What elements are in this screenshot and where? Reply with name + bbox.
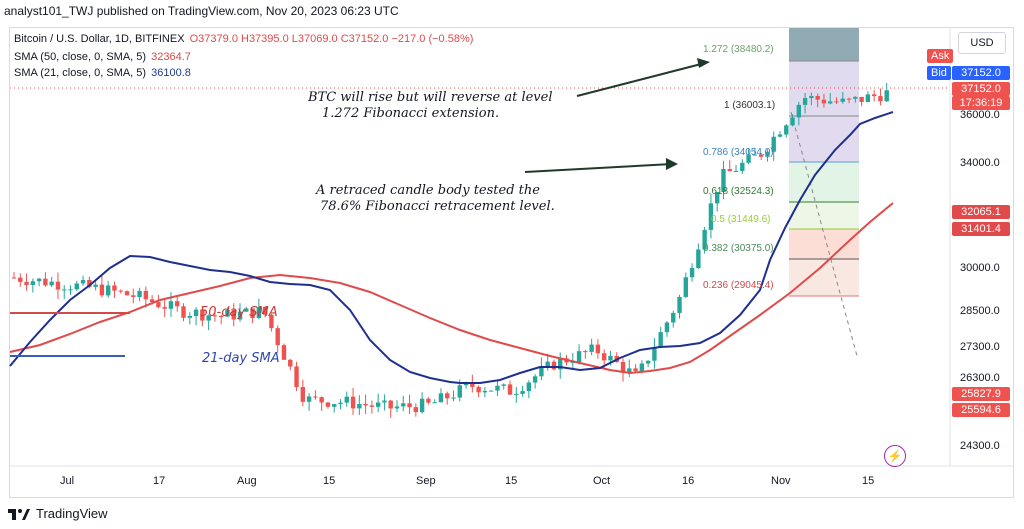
- x-tick: Aug: [237, 475, 257, 487]
- annotation-extension: BTC will rise but will reverse at level …: [308, 90, 553, 121]
- bid-price-tag: 37152.0: [952, 66, 1010, 80]
- x-tick: 16: [682, 475, 695, 487]
- x-tick: 17: [153, 475, 166, 487]
- fib-label-5: 0.5 (31449.6): [711, 214, 771, 225]
- fib-label-236: 0.236 (29045.4): [703, 280, 774, 291]
- y-tick: 24300.0: [960, 440, 1000, 452]
- legend-sma50-row[interactable]: SMA (50, close, 0, SMA, 5) 32364.7: [14, 51, 191, 63]
- fib-label-1: 1 (36003.1): [724, 100, 776, 111]
- legend-sma21-row[interactable]: SMA (21, close, 0, SMA, 5) 36100.8: [14, 67, 191, 79]
- sma21-annotation: 21-day SMA: [202, 351, 280, 366]
- legend-sma21-label: SMA (21, close, 0, SMA, 5): [14, 67, 147, 79]
- fib-label-618: 0.618 (32524.3): [703, 186, 774, 197]
- y-tick: 30000.0: [960, 262, 1000, 274]
- countdown-tag: 17:36:19: [952, 96, 1010, 110]
- lightning-icon[interactable]: ⚡: [884, 445, 906, 467]
- legend-sma50-label: SMA (50, close, 0, SMA, 5): [14, 51, 147, 63]
- low-tag-2: 25594.6: [952, 403, 1010, 417]
- x-tick: Oct: [593, 475, 611, 487]
- current-price-tag: 37152.0: [952, 82, 1010, 96]
- sma50-annotation: 50-day SMA: [200, 305, 278, 320]
- x-tick: Nov: [771, 475, 791, 487]
- y-tick: 26300.0: [960, 372, 1000, 384]
- x-tick: Sep: [416, 475, 436, 487]
- footer-brand[interactable]: TradingView: [8, 506, 108, 521]
- x-tick: Jul: [60, 475, 75, 487]
- low-tag-1: 25827.9: [952, 387, 1010, 401]
- fib-label-382: 0.382 (30375.0): [703, 243, 774, 254]
- publish-line: analyst101_TWJ published on TradingView.…: [4, 4, 399, 18]
- x-tick: 15: [862, 475, 875, 487]
- fib-label-1272: 1.272 (38480.2): [703, 44, 774, 55]
- tradingview-logo-icon: [8, 508, 30, 520]
- sma50-price-tag-2: 31401.4: [952, 222, 1010, 236]
- y-tick: 34000.0: [960, 157, 1000, 169]
- legend-sma21-value: 36100.8: [151, 67, 191, 79]
- y-tick: 36000.0: [960, 109, 1000, 121]
- sma50-price-tag: 32065.1: [952, 205, 1010, 219]
- legend-sma50-value: 32364.7: [151, 51, 191, 63]
- x-tick: 15: [323, 475, 336, 487]
- legend-ohlc: O37379.0 H37395.0 L37069.0 C37152.0 −217…: [189, 33, 474, 45]
- y-tick: 28500.0: [960, 305, 1000, 317]
- fib-label-786: 0.786 (34054.0): [703, 147, 774, 158]
- legend-symbol: Bitcoin / U.S. Dollar, 1D, BITFINEX: [14, 33, 185, 45]
- currency-button[interactable]: USD: [958, 32, 1006, 54]
- footer-brand-label: TradingView: [36, 506, 108, 521]
- ask-badge: Ask: [927, 49, 954, 63]
- x-tick: 15: [505, 475, 518, 487]
- annotation-retrace: A retraced candle body tested the 78.6% …: [316, 183, 555, 214]
- y-tick: 27300.0: [960, 341, 1000, 353]
- legend-symbol-row: Bitcoin / U.S. Dollar, 1D, BITFINEX O373…: [14, 33, 473, 45]
- bid-badge: Bid: [927, 66, 951, 80]
